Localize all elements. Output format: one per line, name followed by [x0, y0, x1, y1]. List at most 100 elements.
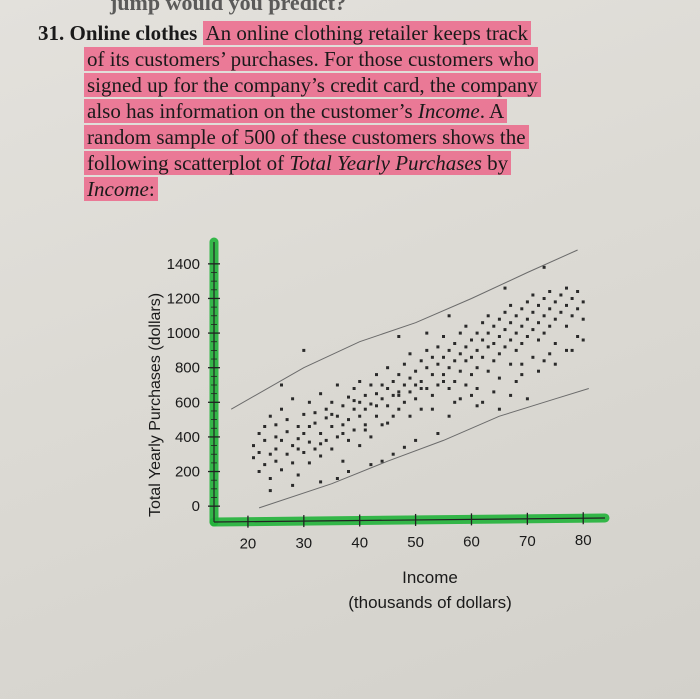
data-point	[324, 407, 328, 411]
data-point	[481, 338, 485, 342]
data-point	[330, 400, 334, 404]
data-point	[430, 355, 434, 359]
data-point	[257, 432, 261, 435]
data-point	[570, 314, 574, 318]
data-point	[548, 307, 552, 311]
data-point	[503, 328, 507, 332]
data-point	[481, 355, 485, 359]
data-point	[453, 342, 457, 345]
data-point	[531, 310, 535, 314]
y-tick-label: 800	[175, 360, 200, 377]
data-point	[268, 489, 272, 493]
data-point	[537, 338, 540, 342]
data-point	[436, 345, 440, 349]
y-tick-label: 1400	[167, 256, 200, 273]
x-axis-label-line1: Income	[402, 568, 458, 587]
problem-text: 31. Online clothes An online clothing re…	[38, 20, 658, 202]
data-point	[324, 416, 328, 420]
data-point	[291, 483, 295, 487]
data-point	[425, 387, 429, 390]
data-point	[391, 452, 395, 456]
data-point	[436, 383, 440, 387]
data-point	[291, 397, 295, 401]
data-point	[425, 348, 429, 352]
data-point	[553, 362, 557, 366]
data-point	[397, 335, 401, 338]
data-point	[414, 397, 418, 401]
data-point	[492, 359, 496, 363]
data-point	[263, 438, 267, 442]
data-point	[307, 440, 311, 444]
previous-question-fragment: jump would you predict?	[110, 0, 347, 15]
problem-line-5: random sample of 500 of these customers …	[84, 125, 529, 149]
data-point	[430, 373, 434, 377]
data-point	[497, 335, 501, 338]
data-point	[442, 355, 445, 359]
problem-line-7: Income:	[84, 177, 158, 201]
data-point	[525, 300, 529, 304]
data-point	[408, 414, 412, 418]
data-point	[581, 300, 585, 304]
income-term: Income	[417, 99, 480, 123]
data-point	[576, 335, 580, 338]
data-point	[548, 324, 552, 328]
data-point	[419, 380, 423, 383]
data-point	[553, 317, 557, 321]
data-point	[352, 407, 356, 411]
data-point	[425, 331, 429, 335]
data-point	[537, 369, 540, 373]
data-point	[335, 414, 339, 418]
data-point	[576, 307, 580, 311]
data-point	[330, 447, 334, 451]
data-point	[335, 477, 339, 480]
data-point	[375, 404, 378, 408]
data-point	[447, 387, 451, 390]
data-point	[514, 348, 518, 352]
x-tick-label: 60	[463, 533, 480, 550]
data-point	[307, 400, 311, 404]
data-point	[330, 412, 334, 416]
data-point	[542, 297, 546, 300]
data-point	[520, 362, 524, 366]
data-point	[324, 438, 328, 442]
data-point	[497, 352, 501, 356]
data-point	[565, 303, 568, 307]
data-point	[464, 359, 468, 363]
data-point	[358, 400, 362, 404]
problem-line-4-tail: . A	[479, 99, 505, 123]
data-point	[486, 369, 490, 373]
data-point	[531, 355, 535, 359]
data-point	[285, 418, 289, 422]
data-point	[380, 423, 384, 427]
data-point	[497, 376, 501, 380]
data-point	[464, 383, 468, 387]
problem-title: Online clothes	[69, 21, 198, 45]
data-point	[257, 470, 261, 473]
data-point	[453, 400, 457, 404]
data-point	[525, 317, 529, 321]
data-point	[520, 342, 524, 345]
data-point	[402, 445, 406, 449]
data-point	[391, 414, 395, 418]
lower-band-curve	[258, 388, 589, 509]
data-point	[458, 369, 462, 373]
data-point	[553, 300, 557, 304]
data-point	[497, 407, 501, 411]
data-point	[280, 383, 283, 387]
data-point	[280, 407, 283, 411]
data-point	[481, 321, 485, 325]
data-point	[347, 470, 350, 473]
data-point	[291, 444, 295, 448]
data-point	[280, 468, 283, 472]
data-point	[470, 373, 473, 377]
data-point	[257, 451, 261, 454]
data-point	[453, 380, 457, 383]
data-point	[470, 338, 473, 342]
data-point	[475, 366, 479, 370]
data-point	[470, 393, 473, 397]
data-point	[531, 328, 535, 332]
data-point	[341, 459, 345, 463]
problem-line-7-tail: :	[148, 177, 155, 201]
data-point	[302, 348, 306, 352]
